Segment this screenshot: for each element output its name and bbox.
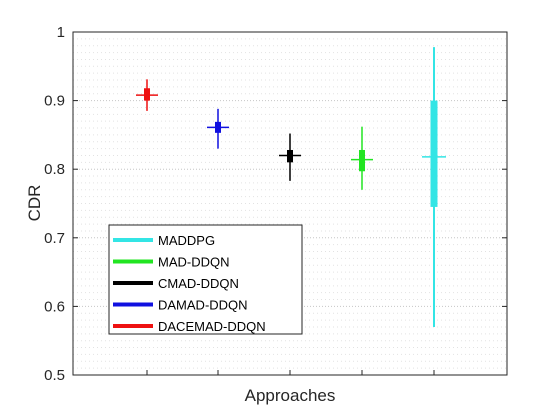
y-axis: 0.5 0.6 0.7 0.8 0.9 1: [44, 24, 507, 384]
box-mad-ddqn: [351, 126, 373, 190]
legend: MADDPG MAD-DDQN CMAD-DDQN DAMAD-DDQN DACEMAD…: [108, 224, 303, 335]
legend-box: [108, 224, 303, 335]
boxes: [136, 47, 446, 375]
box-maddpg: [422, 47, 446, 327]
box-iqr: [430, 100, 438, 207]
box-damad-ddqn: [207, 108, 229, 149]
box-iqr: [359, 149, 365, 172]
y-tick-label: 1: [57, 24, 65, 41]
legend-label: MAD-DDQN: [158, 255, 230, 270]
y-tick-label: 0.8: [44, 161, 65, 178]
y-axis-label: CDR: [25, 185, 44, 222]
y-tick-label: 0.6: [44, 298, 65, 315]
legend-label: DACEMAD-DDQN: [158, 319, 266, 334]
x-axis-label: Approaches: [245, 386, 336, 405]
y-tick-label: 0.9: [44, 93, 65, 110]
box-cmad-ddqn: [279, 133, 301, 181]
y-tick-label: 0.7: [44, 230, 65, 247]
legend-label: CMAD-DDQN: [158, 276, 239, 291]
legend-label: DAMAD-DDQN: [158, 298, 248, 313]
y-tick-label: 0.5: [44, 367, 65, 384]
box-dacemad-ddqn: [136, 79, 158, 111]
legend-label: MADDPG: [158, 233, 215, 248]
